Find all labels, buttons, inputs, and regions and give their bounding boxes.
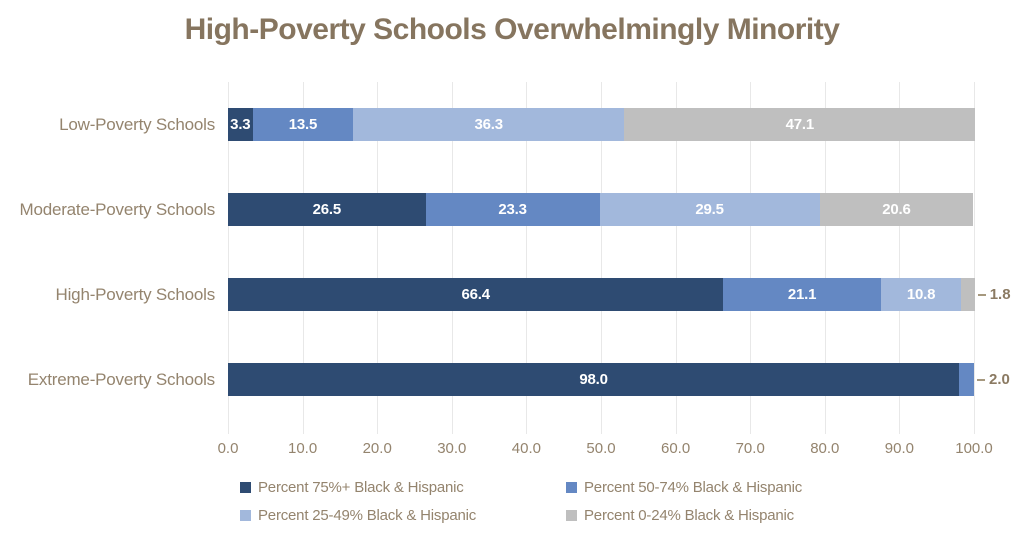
legend-item: Percent 0-24% Black & Hispanic [566,507,802,524]
bar-track: 26.5 23.3 29.5 20.6 [228,193,974,226]
bar-track: 66.4 21.1 10.8 1.8 [228,278,1011,311]
bar-track: 3.3 13.5 36.3 47.1 [228,108,976,141]
bar-rows: Low-Poverty Schools 3.3 13.5 36.3 47.1 Modera… [0,82,1024,422]
legend-swatch [566,482,577,493]
x-tick-label: 100.0 [955,440,993,457]
bar-value-label: 66.4 [461,286,490,303]
x-tick-label: 70.0 [735,440,765,457]
outside-value: 2.0 [976,371,1010,388]
bar-segment: 20.6 [819,193,974,226]
chart-row: Extreme-Poverty Schools 98.0 2.0 [0,337,1024,422]
bar-segment: 26.5 [228,193,426,226]
x-tick-label: 60.0 [660,440,691,457]
bar-segment [961,278,975,311]
bar-value-label: 10.8 [906,286,936,303]
bar-segment [959,363,974,396]
bar-segment: 66.4 [228,278,724,311]
gridline [601,82,602,434]
bar-value-label: 21.1 [787,286,817,303]
outside-value-label: 2.0 [988,371,1010,388]
legend-swatch [240,510,251,521]
category-label: High-Poverty Schools [55,284,216,304]
outside-value: 1.8 [977,286,1011,303]
bar-segment: 29.5 [599,193,820,226]
bar-value-label: 47.1 [785,116,815,133]
chart-row: Low-Poverty Schools 3.3 13.5 36.3 47.1 [0,82,1024,167]
bar-value-label: 13.5 [288,116,318,133]
bar-value-label: 23.3 [498,201,527,218]
bar-value-label: 20.6 [882,201,911,218]
legend-item: Percent 50-74% Black & Hispanic [566,479,802,496]
category-label: Moderate-Poverty Schools [19,199,215,219]
bar-value-label: 29.5 [695,201,724,218]
x-tick-label: 90.0 [884,440,914,457]
chart-row: Moderate-Poverty Schools 26.5 23.3 29.5 20.6 [0,167,1024,252]
bar-segment: 23.3 [425,193,600,226]
legend-item: Percent 25-49% Black & Hispanic [240,507,566,524]
legend-label: Percent 25-49% Black & Hispanic [258,507,477,524]
gridlines [228,82,975,434]
gridline [899,82,901,434]
category-label: Extreme-Poverty Schools [27,369,215,389]
legend-item: Percent 75%+ Black & Hispanic [240,479,566,496]
bar-segment: 10.8 [880,278,962,311]
bar-value-label: 26.5 [312,201,342,218]
leader-line [977,293,986,296]
legend-swatch [566,510,577,521]
gridline [228,82,229,434]
gridline [302,82,304,434]
leader-line [976,378,985,381]
x-tick-label: 0.0 [217,440,239,457]
bar-segment: 13.5 [252,108,354,141]
legend-label: Percent 75%+ Black & Hispanic [258,479,464,496]
gridline [750,82,752,434]
bar-segment: 47.1 [624,108,976,141]
bar-segment: 21.1 [723,278,881,311]
bar-track: 98.0 2.0 [228,363,1010,396]
category-label: Low-Poverty Schools [59,114,215,134]
gridline [451,82,453,434]
bar-segment: 98.0 [228,363,960,396]
gridline [526,82,528,434]
outside-value-label: 1.8 [989,286,1011,303]
bar-segment: 36.3 [353,108,625,141]
gridline [675,82,677,434]
bar-value-label: 98.0 [579,371,608,388]
bar-segment: 3.3 [228,108,253,141]
x-axis: 0.0 10.0 20.0 30.0 40.0 50.0 60.0 70.0 80.0 90.0 1… [218,440,993,460]
bar-value-label: 3.3 [230,116,251,133]
legend-swatch [240,482,251,493]
legend: Percent 75%+ Black & Hispanic Percent 50-… [240,479,802,524]
x-tick-label: 20.0 [362,440,392,457]
x-tick-label: 30.0 [437,440,467,457]
gridline [974,82,975,434]
legend-row: Percent 75%+ Black & Hispanic Percent 50-… [240,479,802,496]
x-tick-label: 50.0 [586,440,616,457]
legend-label: Percent 0-24% Black & Hispanic [584,507,794,524]
legend-label: Percent 50-74% Black & Hispanic [584,479,803,496]
x-tick-label: 80.0 [810,440,840,457]
gridline [824,82,826,434]
bar-value-label: 36.3 [474,116,504,133]
legend-row: Percent 25-49% Black & Hispanic Percent 0… [240,507,802,524]
x-tick-label: 40.0 [511,440,541,457]
x-tick-label: 10.0 [287,440,318,457]
chart-row: High-Poverty Schools 66.4 21.1 10.8 1.8 [0,252,1024,337]
gridline [377,82,379,434]
chart-title: High-Poverty Schools Overwhelmingly Mino… [184,13,840,46]
